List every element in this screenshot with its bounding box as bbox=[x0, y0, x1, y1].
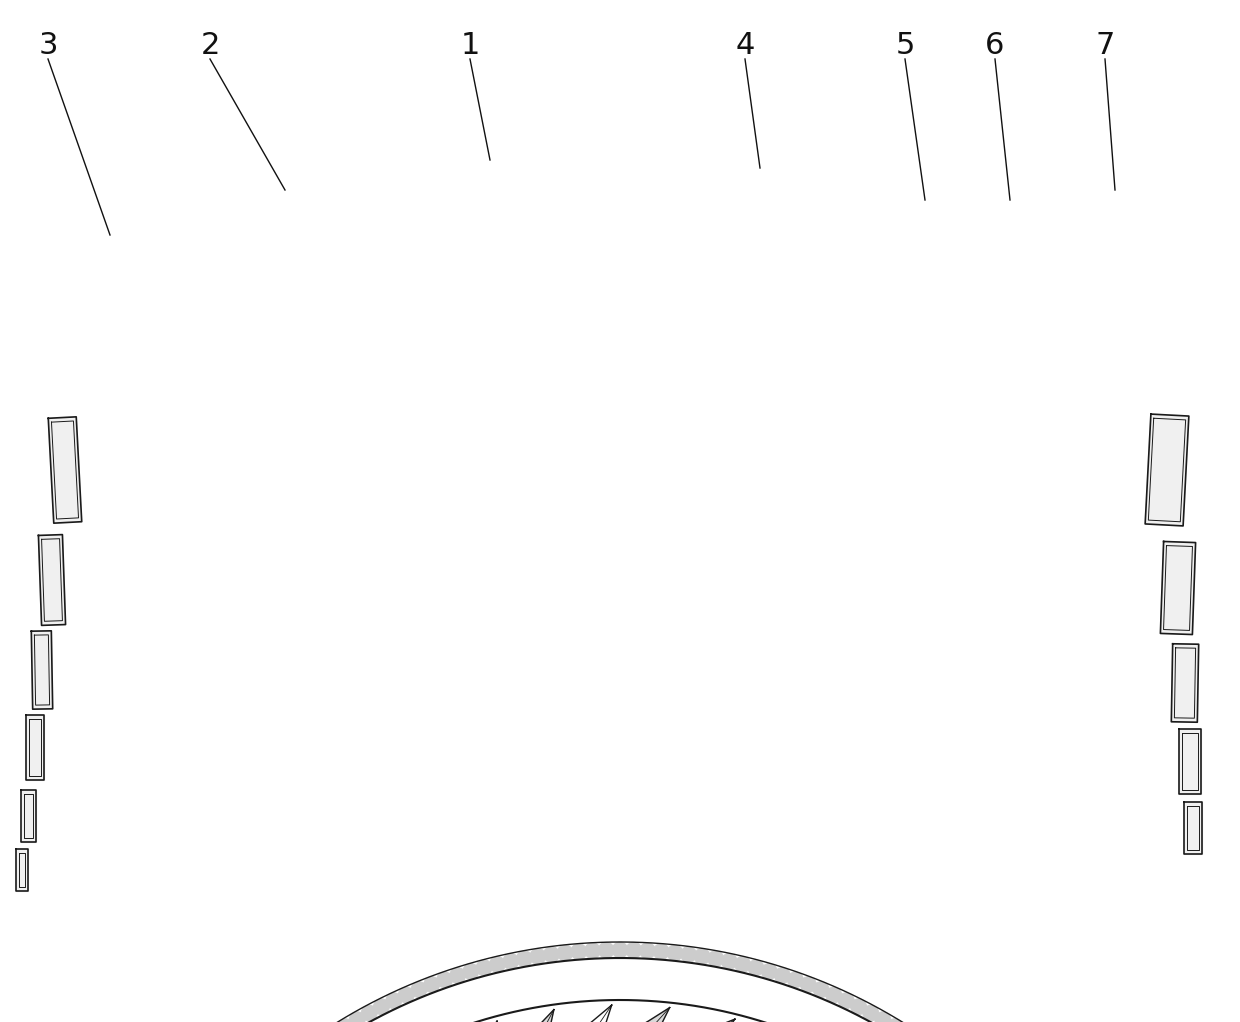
Circle shape bbox=[838, 992, 854, 1009]
Circle shape bbox=[476, 960, 492, 976]
Polygon shape bbox=[31, 631, 52, 709]
Circle shape bbox=[373, 998, 389, 1015]
Text: 2: 2 bbox=[201, 31, 219, 59]
Circle shape bbox=[424, 977, 440, 992]
Polygon shape bbox=[1146, 414, 1189, 526]
Text: 4: 4 bbox=[735, 31, 755, 59]
Circle shape bbox=[598, 942, 614, 959]
Circle shape bbox=[337, 1019, 353, 1022]
Circle shape bbox=[398, 987, 414, 1003]
Circle shape bbox=[708, 950, 724, 967]
Polygon shape bbox=[38, 535, 66, 625]
Polygon shape bbox=[26, 715, 43, 781]
Circle shape bbox=[681, 946, 697, 963]
Circle shape bbox=[694, 948, 711, 965]
Polygon shape bbox=[1184, 802, 1202, 854]
Circle shape bbox=[734, 957, 750, 972]
Circle shape bbox=[748, 960, 764, 976]
Text: 1: 1 bbox=[460, 31, 480, 59]
Circle shape bbox=[653, 943, 670, 960]
Text: 6: 6 bbox=[986, 31, 1004, 59]
Circle shape bbox=[863, 1005, 879, 1021]
Polygon shape bbox=[21, 790, 36, 842]
Circle shape bbox=[774, 968, 790, 983]
Polygon shape bbox=[1172, 644, 1199, 723]
Circle shape bbox=[436, 972, 453, 988]
Circle shape bbox=[761, 964, 777, 979]
Circle shape bbox=[529, 948, 546, 965]
Circle shape bbox=[361, 1005, 377, 1021]
Polygon shape bbox=[48, 417, 82, 523]
Circle shape bbox=[584, 942, 600, 959]
Circle shape bbox=[813, 981, 830, 997]
Circle shape bbox=[640, 942, 656, 959]
Polygon shape bbox=[16, 849, 29, 891]
Circle shape bbox=[887, 1019, 903, 1022]
Circle shape bbox=[626, 942, 642, 959]
Circle shape bbox=[667, 945, 683, 961]
Circle shape bbox=[800, 977, 816, 992]
Polygon shape bbox=[1179, 730, 1202, 794]
Polygon shape bbox=[482, 1019, 735, 1022]
Circle shape bbox=[543, 946, 559, 963]
Circle shape bbox=[350, 1012, 365, 1022]
Circle shape bbox=[410, 981, 427, 997]
Circle shape bbox=[826, 987, 842, 1003]
Polygon shape bbox=[415, 1010, 554, 1022]
Circle shape bbox=[851, 998, 867, 1015]
Text: 7: 7 bbox=[1095, 31, 1115, 59]
Circle shape bbox=[722, 954, 738, 970]
Circle shape bbox=[450, 968, 466, 983]
Circle shape bbox=[557, 945, 573, 961]
Circle shape bbox=[463, 964, 479, 979]
Text: 3: 3 bbox=[38, 31, 58, 59]
Circle shape bbox=[490, 957, 506, 972]
Circle shape bbox=[386, 992, 402, 1009]
Circle shape bbox=[875, 1012, 890, 1022]
Circle shape bbox=[787, 972, 804, 988]
Circle shape bbox=[502, 954, 518, 970]
Circle shape bbox=[570, 943, 587, 960]
Polygon shape bbox=[1161, 542, 1195, 635]
Circle shape bbox=[516, 950, 532, 967]
Circle shape bbox=[613, 942, 627, 958]
Polygon shape bbox=[472, 1008, 670, 1022]
Text: 5: 5 bbox=[895, 31, 915, 59]
